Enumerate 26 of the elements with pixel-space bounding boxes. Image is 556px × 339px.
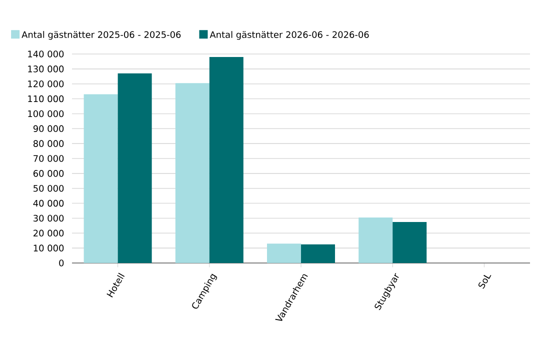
bar <box>209 56 244 263</box>
y-tick-label: 0 <box>59 260 64 266</box>
y-tick-label: 60 000 <box>33 170 64 177</box>
y-tick-label: 100 000 <box>28 110 64 118</box>
y-tick-label: 120 000 <box>28 80 64 88</box>
bar <box>175 83 210 263</box>
bar <box>358 217 393 263</box>
y-tick-label: 10 000 <box>34 244 64 252</box>
x-tick-label: SoL <box>478 274 492 289</box>
legend-label: Antal gästnätter 2026-06 - 2026-06 <box>210 31 369 40</box>
bar <box>301 244 336 263</box>
y-tick-label: 30 000 <box>34 214 64 222</box>
y-tick-label: 140 000 <box>28 50 64 58</box>
y-tick-label: 110 000 <box>28 95 64 102</box>
y-tick-label: 20 000 <box>34 230 64 237</box>
y-tick-label: 70 000 <box>34 155 64 162</box>
y-tick-label: 90 000 <box>33 125 64 132</box>
bar <box>84 94 118 263</box>
y-tick-label: 80 000 <box>33 140 64 147</box>
y-tick-label: 40 000 <box>33 200 64 207</box>
bar <box>118 73 152 263</box>
y-tick-label: 50 000 <box>34 184 64 192</box>
legend-label: Antal gästnätter 2025-06 - 2025-06 <box>22 31 181 40</box>
bar <box>392 222 427 263</box>
bar <box>267 244 302 263</box>
y-tick-label: 130 000 <box>28 66 64 72</box>
